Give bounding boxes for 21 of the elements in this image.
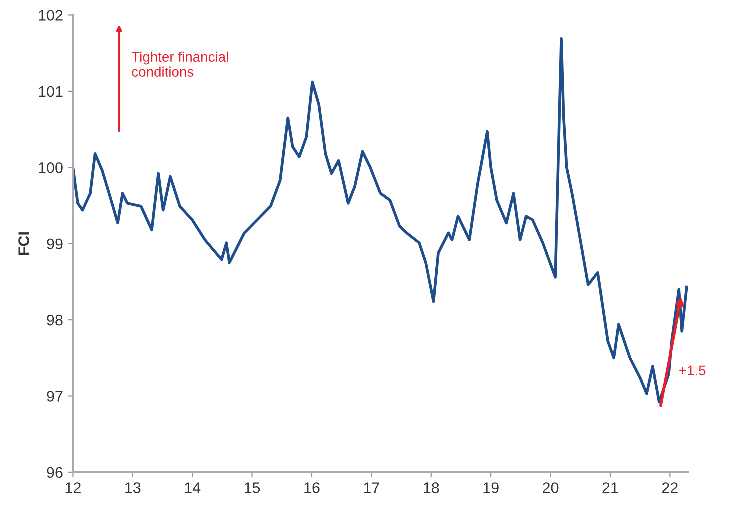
- y-axis-title: FCI: [18, 232, 30, 256]
- x-tick-label: 13: [126, 482, 141, 494]
- x-tick-label: 17: [364, 482, 380, 494]
- x-tick-label: 20: [543, 482, 559, 494]
- x-tick-label: 16: [304, 482, 320, 494]
- x-tick-label: 18: [424, 482, 440, 494]
- y-tick-label: 97: [47, 391, 63, 402]
- y-tick-label: 102: [39, 10, 63, 21]
- x-tick-label: 14: [185, 482, 201, 494]
- x-tick-label: 15: [244, 482, 260, 494]
- x-tick-label: 21: [602, 482, 618, 494]
- x-tick-label: 19: [484, 482, 499, 494]
- x-tick-label: 12: [66, 482, 81, 494]
- y-tick-label: 98: [47, 314, 63, 326]
- y-tick-label: 100: [39, 162, 63, 174]
- y-tick-label: 101: [39, 86, 63, 98]
- y-tick-label: 99: [47, 238, 63, 250]
- annotation: +1.5: [680, 366, 706, 376]
- annotation: Tighter financial conditions: [132, 52, 228, 77]
- y-tick-label: 96: [47, 467, 63, 478]
- x-tick-label: 22: [662, 482, 678, 494]
